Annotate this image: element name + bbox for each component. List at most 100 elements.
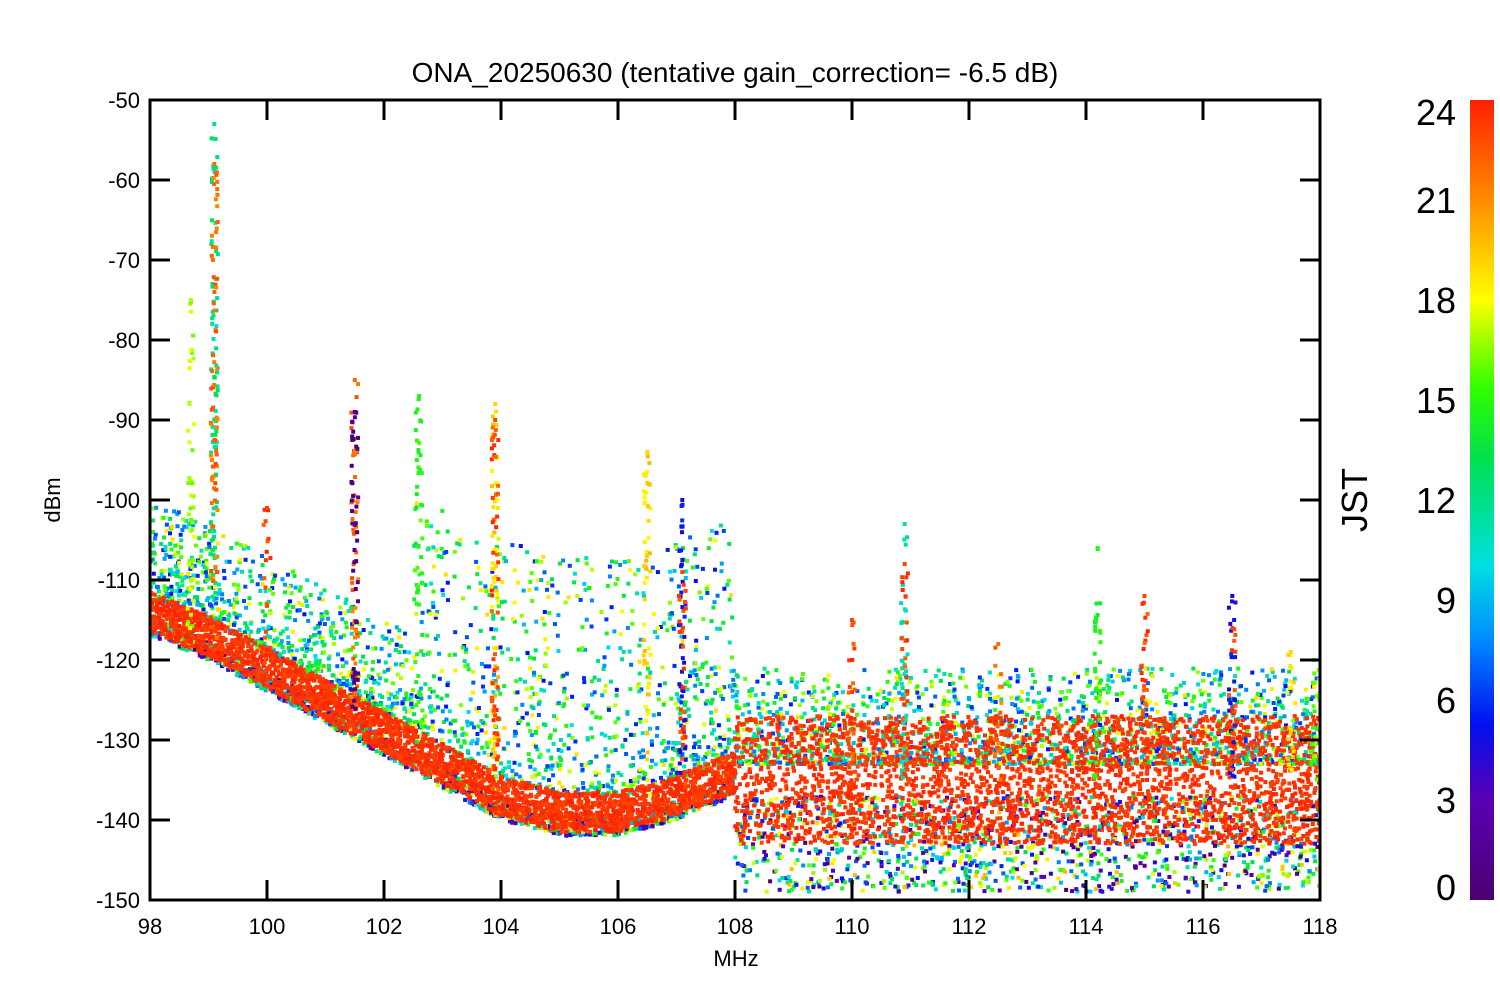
- data-point: [765, 858, 770, 863]
- data-point: [831, 695, 836, 700]
- data-point: [173, 550, 178, 555]
- data-point: [304, 599, 309, 604]
- data-point: [1003, 681, 1008, 686]
- data-point: [348, 647, 353, 652]
- data-point: [967, 869, 972, 874]
- data-point: [790, 887, 794, 892]
- data-point: [210, 606, 215, 611]
- data-point: [500, 580, 505, 585]
- data-point: [1075, 847, 1080, 852]
- data-point: [1298, 721, 1303, 726]
- data-point: [268, 635, 273, 640]
- data-point: [735, 731, 740, 736]
- data-point: [965, 883, 970, 887]
- data-point: [486, 588, 491, 593]
- data-point: [726, 741, 731, 746]
- data-point: [1097, 827, 1102, 832]
- data-point: [226, 599, 231, 603]
- data-point: [807, 863, 812, 868]
- data-point: [830, 846, 835, 851]
- data-point: [685, 558, 689, 563]
- data-point: [189, 555, 194, 560]
- data-point: [1194, 856, 1199, 861]
- data-point: [990, 699, 995, 703]
- data-point: [815, 816, 820, 821]
- data-point: [908, 828, 913, 832]
- data-point: [1080, 701, 1085, 705]
- data-point: [1270, 850, 1275, 855]
- data-point: [620, 657, 625, 662]
- data-point: [313, 626, 318, 631]
- data-point: [184, 648, 189, 653]
- data-point: [322, 718, 327, 723]
- data-point: [680, 812, 685, 817]
- data-point: [461, 596, 466, 601]
- data-point: [1013, 856, 1018, 861]
- data-point: [1277, 699, 1282, 704]
- data-point: [495, 595, 500, 600]
- data-point: [941, 695, 946, 700]
- data-point: [1100, 820, 1105, 825]
- data-point: [811, 871, 816, 876]
- data-point: [920, 807, 924, 812]
- data-point: [532, 656, 536, 661]
- data-point: [851, 741, 856, 745]
- data-point: [979, 861, 984, 866]
- data-point: [741, 873, 746, 878]
- data-point: [259, 640, 264, 645]
- data-point: [606, 764, 611, 769]
- data-point: [1030, 852, 1034, 857]
- data-point: [1272, 851, 1277, 856]
- data-point: [1166, 692, 1171, 697]
- data-point: [311, 708, 316, 713]
- data-point: [1126, 857, 1131, 862]
- data-point: [224, 559, 229, 564]
- data-point: [1081, 869, 1085, 874]
- data-point: [236, 660, 241, 665]
- data-point: [1115, 802, 1120, 807]
- data-point: [575, 594, 580, 598]
- data-point: [947, 843, 952, 848]
- data-point: [1188, 812, 1192, 817]
- data-point: [895, 739, 899, 744]
- data-point: [716, 790, 721, 795]
- data-point: [1134, 883, 1139, 888]
- data-point: [851, 703, 856, 708]
- data-point: [390, 701, 395, 706]
- data-point: [860, 888, 865, 893]
- data-point: [717, 753, 722, 758]
- data-point: [1019, 729, 1024, 733]
- data-point: [220, 664, 224, 669]
- data-point: [638, 637, 643, 642]
- data-point: [493, 774, 497, 779]
- data-point: [787, 882, 792, 887]
- data-point: [962, 888, 967, 893]
- data-point: [648, 726, 652, 731]
- data-point: [921, 850, 926, 855]
- data-point: [465, 749, 470, 754]
- data-point: [1015, 679, 1020, 684]
- data-point: [578, 833, 583, 838]
- data-point: [596, 787, 601, 792]
- data-point: [197, 536, 202, 541]
- data-point: [874, 805, 879, 810]
- data-point: [900, 692, 905, 697]
- data-point: [1061, 867, 1065, 872]
- data-point: [1281, 871, 1286, 876]
- data-point: [297, 706, 302, 711]
- data-point: [368, 631, 373, 636]
- data-point: [567, 733, 572, 738]
- data-point: [303, 667, 308, 672]
- data-point: [1029, 667, 1034, 672]
- data-point: [602, 689, 607, 694]
- data-point: [1185, 692, 1190, 697]
- data-point: [387, 708, 392, 713]
- data-point: [1187, 757, 1192, 762]
- data-point: [1029, 753, 1034, 758]
- data-point: [234, 615, 239, 620]
- data-point: [781, 744, 786, 748]
- data-point: [1182, 829, 1187, 834]
- data-point: [1006, 857, 1010, 862]
- data-point: [712, 802, 717, 807]
- data-point: [203, 524, 208, 529]
